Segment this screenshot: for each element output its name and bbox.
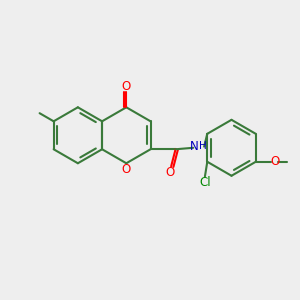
Text: N: N bbox=[190, 140, 199, 152]
Text: O: O bbox=[122, 80, 131, 93]
Text: O: O bbox=[165, 166, 174, 179]
Text: Cl: Cl bbox=[199, 176, 211, 189]
Text: H: H bbox=[200, 141, 207, 151]
Text: O: O bbox=[270, 155, 279, 168]
Text: O: O bbox=[122, 163, 131, 176]
